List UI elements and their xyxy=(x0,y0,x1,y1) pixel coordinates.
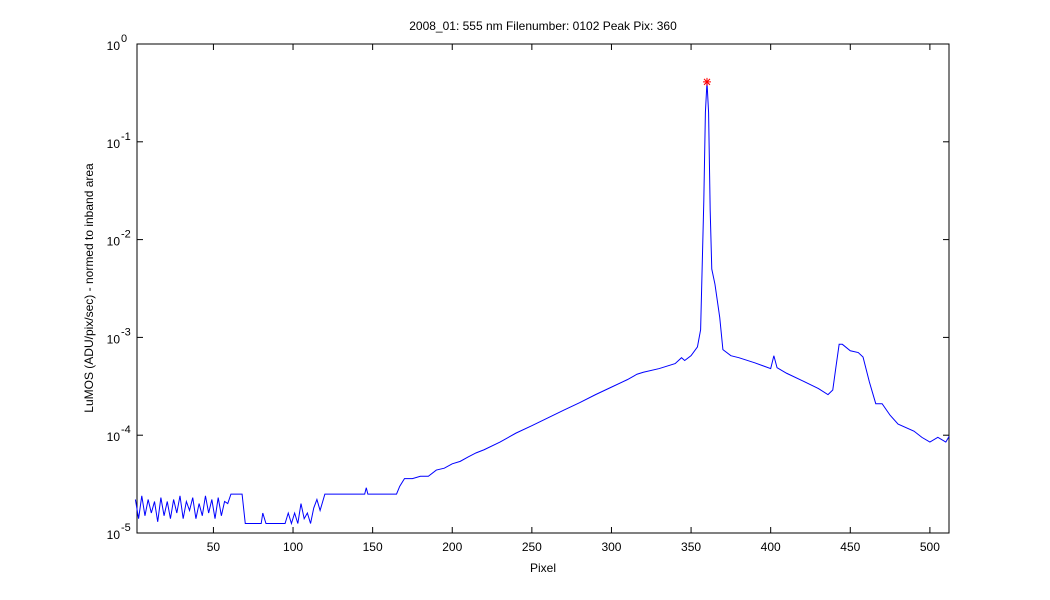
chart-title: 2008_01: 555 nm Filenumber: 0102 Peak Pi… xyxy=(409,19,677,33)
y-tick-label: 10 xyxy=(107,137,121,151)
x-tick-label: 50 xyxy=(207,540,221,554)
x-tick-label: 100 xyxy=(283,540,303,554)
y-tick-label: 10 xyxy=(107,332,121,346)
x-tick-label: 250 xyxy=(522,540,542,554)
x-tick-label: 450 xyxy=(840,540,860,554)
peak-marker xyxy=(702,77,711,86)
y-tick-label: 10 xyxy=(107,39,121,53)
plot-area xyxy=(136,43,950,534)
y-tick-exponent: -3 xyxy=(121,326,131,338)
y-tick-label: 10 xyxy=(107,235,121,249)
x-tick-label: 150 xyxy=(363,540,383,554)
x-tick-label: 300 xyxy=(601,540,621,554)
y-tick-exponent: -1 xyxy=(121,131,131,143)
y-tick-exponent: 0 xyxy=(121,33,127,45)
y-axis-label: LuMOS (ADU/pix/sec) - normed to inband a… xyxy=(82,163,96,413)
x-tick-label: 500 xyxy=(920,540,940,554)
y-tick-label: 10 xyxy=(107,430,121,444)
x-tick-label: 200 xyxy=(442,540,462,554)
y-tick-exponent: -5 xyxy=(121,522,131,534)
data-line xyxy=(134,81,950,526)
x-tick-label: 350 xyxy=(681,540,701,554)
y-tick-exponent: -2 xyxy=(121,229,131,241)
x-tick-label: 400 xyxy=(761,540,781,554)
y-tick-exponent: -4 xyxy=(121,424,131,436)
y-tick-label: 10 xyxy=(107,528,121,542)
x-axis-label: Pixel xyxy=(530,561,556,575)
